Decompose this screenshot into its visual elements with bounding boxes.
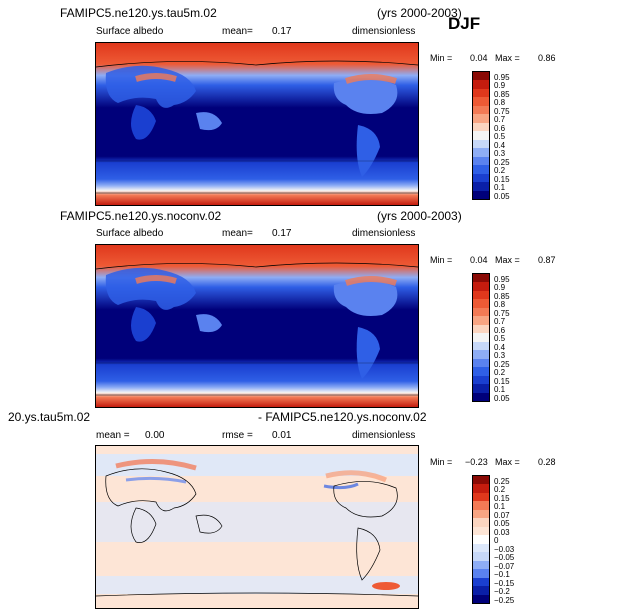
panel3-cbar-label: −0.25 — [494, 596, 515, 605]
panel2-header-left: FAMIPC5.ne120.ys.noconv.02 — [60, 209, 222, 223]
panel2-cbar-label: 0.2 — [494, 368, 506, 377]
panel2-cbar-label: 0.95 — [494, 275, 510, 284]
panel2-colorbar — [472, 273, 490, 402]
panel2-cbar-label: 0.1 — [494, 385, 506, 394]
panel1-cbar-label: 0.75 — [494, 107, 510, 116]
panel1-cbar-label: 0.3 — [494, 149, 506, 158]
panel3-cbar-label: −0.05 — [494, 553, 515, 562]
panel1-max-label: Max = — [495, 53, 520, 63]
panel3-cbar-label: 0.05 — [494, 519, 510, 528]
panel3-rmse-label: rmse = — [222, 430, 253, 441]
panel2-cbar-label: 0.8 — [494, 300, 506, 309]
panel1-cbar-label: 0.8 — [494, 98, 506, 107]
panel2-cbar-label: 0.6 — [494, 326, 506, 335]
panel3-cbar-label: 0 — [494, 536, 499, 545]
panel1-cbar-label: 0.4 — [494, 141, 506, 150]
panel3-cbar-label: 0.1 — [494, 502, 506, 511]
panel2-header-right: (yrs 2000-2003) — [377, 209, 462, 223]
panel2-max-label: Max = — [495, 255, 520, 265]
panel1-mean-label: mean= — [222, 26, 253, 37]
panel3-max-label: Max = — [495, 457, 520, 467]
panel3-cbar-label: −0.15 — [494, 579, 515, 588]
panel3-map — [95, 445, 419, 609]
panel3-colorbar — [472, 475, 490, 604]
panel2-cbar-label: 0.4 — [494, 343, 506, 352]
panel3-min-label: Min = — [430, 457, 453, 467]
panel1-header-left: FAMIPC5.ne120.ys.tau5m.02 — [60, 6, 217, 20]
panel3-header-right: - FAMIPC5.ne120.ys.noconv.02 — [258, 410, 427, 424]
panel2-cbar-label: 0.05 — [494, 394, 510, 403]
panel3-rmse-value: 0.01 — [272, 430, 292, 441]
panel1-colorbar — [472, 71, 490, 200]
panel2-mean-label: mean= — [222, 228, 253, 239]
panel2-cbar-label: 0.5 — [494, 334, 506, 343]
panel1-field-name: Surface albedo — [96, 26, 164, 37]
panel3-units: dimensionless — [352, 430, 416, 441]
panel1-mean-value: 0.17 — [272, 26, 292, 37]
panel1-cbar-label: 0.2 — [494, 166, 506, 175]
panel1-cbar-label: 0.05 — [494, 192, 510, 201]
panel1-cbar-label: 0.25 — [494, 158, 510, 167]
panel2-max-value: 0.87 — [538, 255, 556, 265]
panel3-max-value: 0.28 — [538, 457, 556, 467]
panel2-mean-value: 0.17 — [272, 228, 292, 239]
panel1-header-right: (yrs 2000-2003) — [377, 6, 462, 20]
panel3-cbar-label: −0.2 — [494, 587, 510, 596]
panel1-cbar-label: 0.7 — [494, 115, 506, 124]
panel2-cbar-label: 0.75 — [494, 309, 510, 318]
panel2-cbar-label: 0.3 — [494, 351, 506, 360]
panel1-cbar-label: 0.85 — [494, 90, 510, 99]
panel3-cbar-label: 0.2 — [494, 485, 506, 494]
panel3-cbar-label: −0.03 — [494, 545, 515, 554]
panel1-min-label: Min = — [430, 53, 453, 63]
panel3-header-left: 20.ys.tau5m.02 — [8, 410, 91, 424]
panel1-cbar-label: 0.6 — [494, 124, 506, 133]
panel1-cbar-label: 0.95 — [494, 73, 510, 82]
panel1-min-value: 0.04 — [470, 53, 488, 63]
panel1-cbar-label: 0.9 — [494, 81, 506, 90]
panel3-mean-label: mean = — [96, 430, 130, 441]
panel1-cbar-label: 0.15 — [494, 175, 510, 184]
panel3-cbar-label: 0.25 — [494, 477, 510, 486]
panel3-cbar-label: −0.1 — [494, 570, 510, 579]
panel3-min-value: −0.23 — [465, 457, 488, 467]
panel3-cbar-label: 0.03 — [494, 528, 510, 537]
panel2-min-label: Min = — [430, 255, 453, 265]
panel3-cbar-label: 0.07 — [494, 511, 510, 520]
panel2-cbar-label: 0.15 — [494, 377, 510, 386]
panel2-map — [95, 244, 419, 408]
panel2-units: dimensionless — [352, 228, 416, 239]
panel1-cbar-label: 0.5 — [494, 132, 506, 141]
panel3-mean-value: 0.00 — [145, 430, 165, 441]
panel2-field-name: Surface albedo — [96, 228, 164, 239]
panel2-cbar-label: 0.85 — [494, 292, 510, 301]
season-label: DJF — [448, 14, 481, 33]
panel2-cbar-label: 0.7 — [494, 317, 506, 326]
panel1-cbar-label: 0.1 — [494, 183, 506, 192]
panel2-cbar-label: 0.25 — [494, 360, 510, 369]
panel2-cbar-label: 0.9 — [494, 283, 506, 292]
panel3-cbar-label: −0.07 — [494, 562, 515, 571]
panel3-cbar-label: 0.15 — [494, 494, 510, 503]
panel1-map — [95, 42, 419, 206]
panel2-min-value: 0.04 — [470, 255, 488, 265]
panel1-units: dimensionless — [352, 26, 416, 37]
panel1-max-value: 0.86 — [538, 53, 556, 63]
